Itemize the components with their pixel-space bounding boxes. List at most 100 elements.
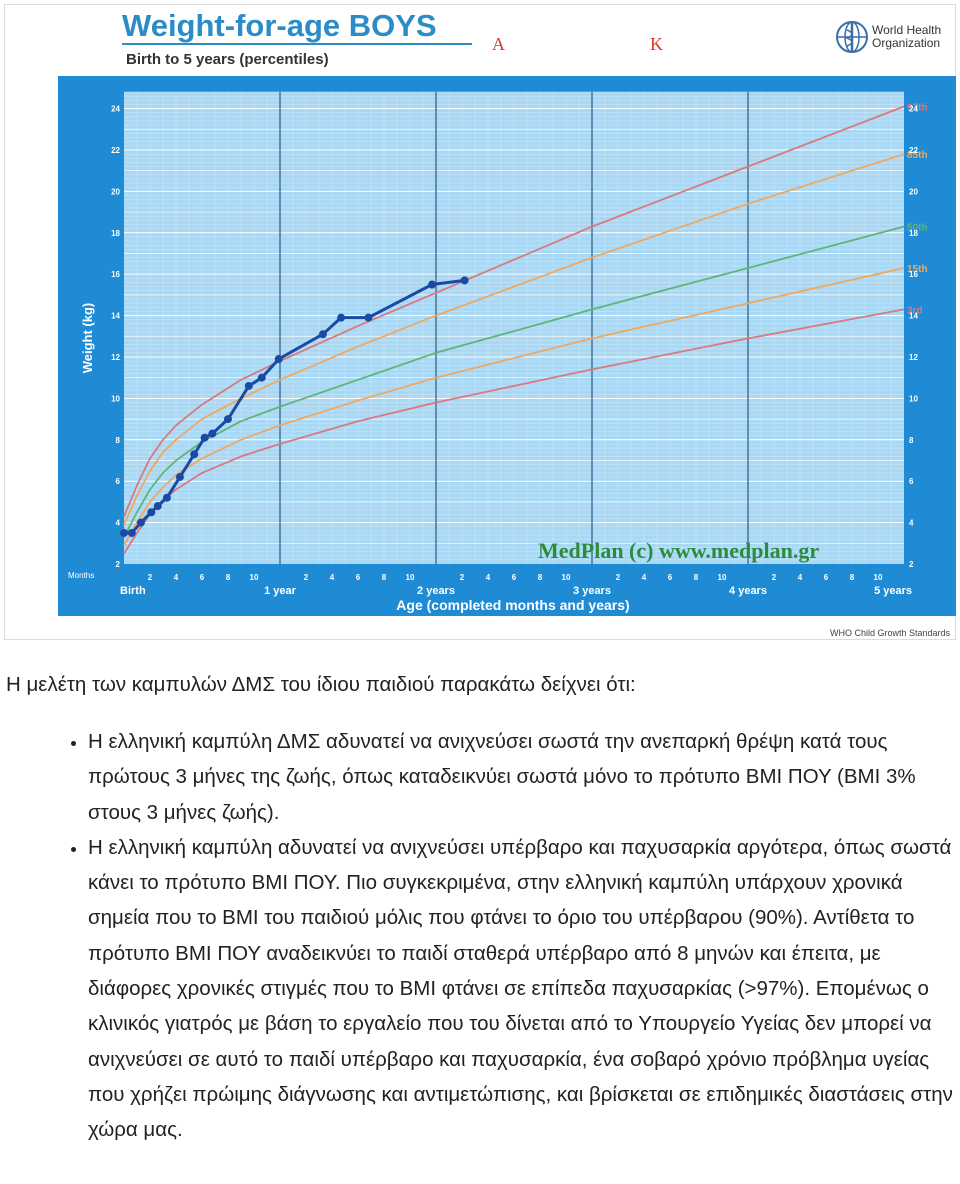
x-month-tick-label: 6: [824, 573, 829, 582]
x-axis-title: Age (completed months and years): [396, 597, 629, 613]
child-data-point: [190, 450, 199, 459]
chart-title: Weight-for-age BOYS: [122, 8, 437, 43]
x-month-tick-label: 2: [460, 573, 465, 582]
child-data-point: [224, 415, 232, 424]
commentary: Η μελέτη των καμπυλών ΔΜΣ του ίδιου παιδ…: [6, 668, 956, 1148]
child-data-point: [428, 280, 437, 289]
x-month-tick-label: 6: [356, 573, 361, 582]
y-tick-label-right: 12: [909, 353, 918, 362]
x-month-tick-label: 8: [850, 573, 855, 582]
header-mark-a: A: [492, 34, 505, 54]
child-data-point: [200, 433, 209, 442]
child-data-point: [162, 493, 171, 502]
x-year-label: 2 years: [417, 585, 455, 597]
x-month-tick-label: 10: [406, 573, 415, 582]
percentile-curve-97th: [123, 105, 905, 517]
y-tick-label-right: 6: [909, 477, 914, 486]
x-month-tick-label: 8: [382, 573, 387, 582]
percentile-curve-15th: [123, 267, 905, 546]
who-organization-name: World Health Organization: [872, 23, 941, 50]
y-tick-label-left: 6: [116, 477, 121, 486]
x-month-tick-label: 10: [874, 573, 883, 582]
y-tick-label-right: 18: [909, 229, 918, 238]
child-data-point: [257, 373, 266, 382]
child-data-point: [127, 528, 136, 537]
x-month-tick-label: 6: [512, 573, 517, 582]
y-axis-title: Weight (kg): [80, 303, 95, 374]
x-month-tick-label: 2: [148, 573, 153, 582]
y-tick-label-right: 14: [909, 312, 918, 321]
watermark: MedPlan (c) www.medplan.gr: [538, 538, 819, 563]
y-tick-label-left: 14: [111, 312, 120, 321]
child-data-point: [244, 381, 253, 390]
y-tick-label-right: 20: [909, 187, 918, 196]
x-month-tick-label: 8: [226, 573, 231, 582]
x-month-tick-label: 2: [772, 573, 777, 582]
y-tick-label-left: 20: [111, 187, 120, 196]
y-tick-label-left: 12: [111, 353, 120, 362]
y-tick-label-right: 22: [909, 146, 918, 155]
child-data-point: [274, 355, 283, 364]
y-tick-label-left: 10: [111, 394, 120, 403]
curve-label-50th: 50th: [907, 223, 928, 234]
x-month-tick-label: 2: [616, 573, 621, 582]
chart-footer: WHO Child Growth Standards: [830, 628, 951, 638]
who-logo-icon: [836, 21, 868, 53]
child-data-point: [147, 508, 156, 517]
x-year-label: 5 years: [874, 585, 912, 597]
findings-list: Η ελληνική καμπύλη ΔΜΣ αδυνατεί να ανιχν…: [6, 724, 956, 1148]
finding-item: Η ελληνική καμπύλη αδυνατεί να ανιχνεύσε…: [88, 830, 956, 1148]
x-month-tick-label: 10: [718, 573, 727, 582]
y-tick-label-left: 22: [111, 146, 120, 155]
y-tick-label-left: 2: [116, 560, 121, 569]
y-tick-label-left: 4: [116, 519, 121, 528]
x-month-tick-label: 8: [538, 573, 543, 582]
y-tick-label-right: 2: [909, 560, 914, 569]
curve-label-15th: 15th: [907, 264, 928, 275]
x-month-tick-label: 2: [304, 573, 309, 582]
y-tick-label-right: 8: [909, 436, 914, 445]
y-tick-label-right: 4: [909, 519, 914, 528]
child-data-point: [120, 528, 128, 537]
child-data-point: [460, 276, 469, 285]
x-month-tick-label: 6: [668, 573, 673, 582]
header-mark-k: K: [650, 34, 663, 54]
x-year-label: Birth: [120, 585, 146, 597]
x-year-label: 3 years: [573, 585, 611, 597]
x-month-tick-label: 4: [174, 573, 179, 582]
y-tick-label-left: 16: [111, 270, 120, 279]
weight-for-age-chart: 97th 85th 50th 15th 3rd 2 2 4 4 6 6 8 8 10 10 12 12 14 14…: [4, 4, 956, 640]
chart-subtitle: Birth to 5 years (percentiles): [126, 51, 329, 68]
x-month-tick-label: 4: [486, 573, 491, 582]
child-growth-series: [120, 276, 469, 537]
percentile-curve-50th: [123, 225, 905, 538]
x-month-tick-label: 4: [798, 573, 803, 582]
y-tick-label-right: 24: [909, 105, 918, 114]
y-tick-label-left: 8: [116, 436, 121, 445]
y-tick-label-left: 18: [111, 229, 120, 238]
y-tick-label-right: 10: [909, 394, 918, 403]
curve-label-3rd: 3rd: [907, 305, 923, 316]
x-year-label: 1 year: [264, 585, 297, 597]
finding-item: Η ελληνική καμπύλη ΔΜΣ αδυνατεί να ανιχν…: [88, 724, 956, 830]
curve-label-97th: 97th: [907, 102, 928, 113]
x-month-tick-label: 4: [642, 573, 647, 582]
x-month-tick-label: 10: [562, 573, 571, 582]
intro-paragraph: Η μελέτη των καμπυλών ΔΜΣ του ίδιου παιδ…: [6, 673, 636, 696]
curve-label-85th: 85th: [907, 150, 928, 161]
child-data-point: [318, 330, 327, 339]
y-tick-label-right: 16: [909, 270, 918, 279]
x-year-label: 4 years: [729, 585, 767, 597]
x-month-tick-label: 4: [330, 573, 335, 582]
months-label: Months: [68, 571, 94, 580]
x-month-tick-label: 6: [200, 573, 205, 582]
x-month-tick-label: 10: [250, 573, 259, 582]
y-tick-label-left: 24: [111, 105, 120, 114]
child-data-point: [208, 429, 217, 438]
child-data-point: [136, 518, 145, 527]
grid: [124, 91, 904, 564]
child-data-point: [364, 313, 373, 322]
x-month-tick-label: 8: [694, 573, 699, 582]
